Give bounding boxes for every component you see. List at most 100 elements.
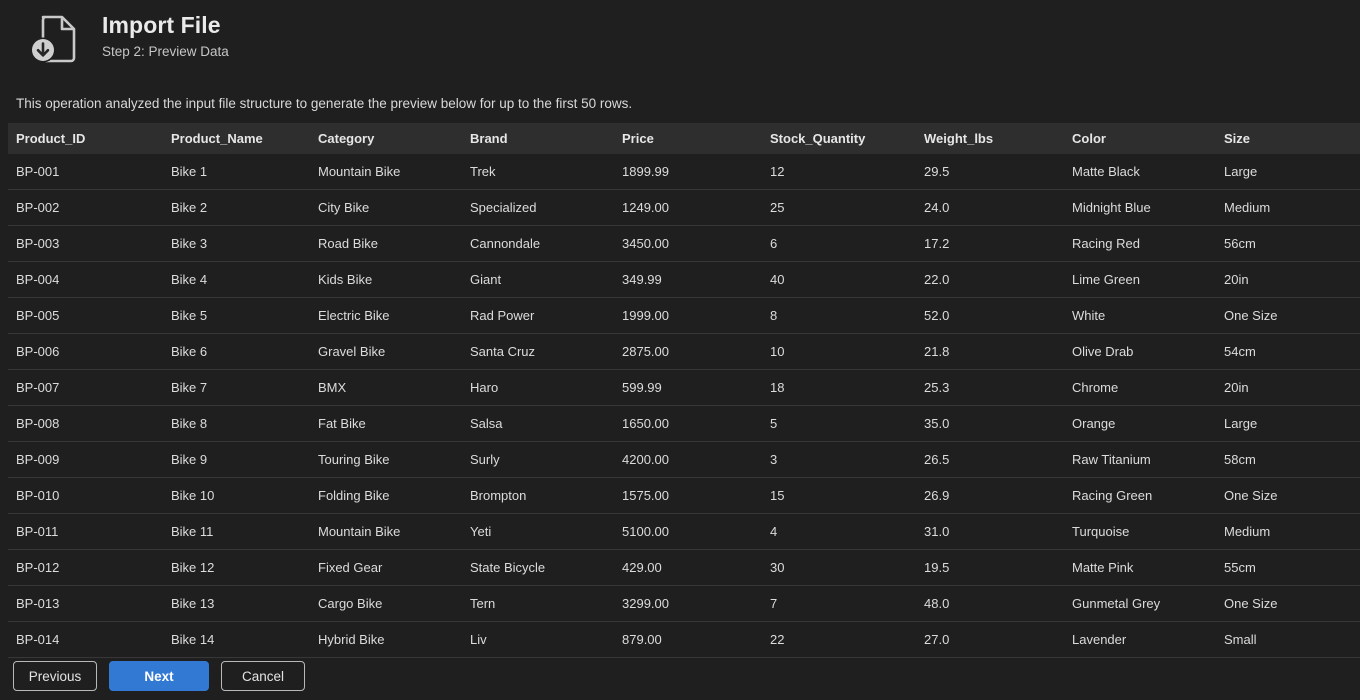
cell-rating: 4.8 (1356, 513, 1360, 550)
cell-product-name: Bike 7 (163, 369, 310, 406)
cell-category: Folding Bike (310, 477, 462, 514)
cell-size: 55cm (1216, 549, 1356, 586)
column-header-size[interactable]: Size (1224, 131, 1251, 146)
cell-brand: Surly (462, 441, 614, 478)
cell-product-name: Bike 10 (163, 477, 310, 514)
cell-size: 56cm (1216, 225, 1356, 262)
cell-color: Turquoise (1064, 513, 1216, 550)
column-header-stock-quantity[interactable]: Stock_Quantity (770, 131, 866, 146)
cell-brand: Giant (462, 261, 614, 298)
column-header-color[interactable]: Color (1072, 131, 1106, 146)
cell-brand: Cannondale (462, 225, 614, 262)
cell-rating: 4.2 (1356, 405, 1360, 442)
cell-price: 349.99 (614, 261, 762, 298)
cell-stock-quantity: 5 (762, 405, 916, 442)
cell-rating: 4.1 (1356, 549, 1360, 586)
table-header-row: Product_ID Product_Name Category Brand P… (8, 123, 1360, 154)
cell-weight-lbs: 21.8 (916, 333, 1064, 370)
cell-size: Medium (1216, 513, 1356, 550)
cell-price: 4200.00 (614, 441, 762, 478)
cell-color: Midnight Blue (1064, 189, 1216, 226)
table-row[interactable]: BP-011 Bike 11 Mountain Bike Yeti 5100.00 4 31… (8, 513, 1360, 550)
cell-category: Hybrid Bike (310, 621, 462, 658)
cell-size: Medium (1216, 189, 1356, 226)
cell-product-name: Bike 4 (163, 261, 310, 298)
cell-rating: 4.5 (1356, 189, 1360, 226)
cell-stock-quantity: 15 (762, 477, 916, 514)
cell-weight-lbs: 48.0 (916, 585, 1064, 622)
cell-product-id: BP-006 (8, 333, 163, 370)
cell-category: Road Bike (310, 225, 462, 262)
table-row[interactable]: BP-005 Bike 5 Electric Bike Rad Power 1999.0… (8, 297, 1360, 334)
cell-rating: 4.7 (1356, 154, 1360, 190)
cell-rating: 4.8 (1356, 333, 1360, 370)
cell-product-name: Bike 13 (163, 585, 310, 622)
column-header-product-name[interactable]: Product_Name (171, 131, 263, 146)
next-button[interactable]: Next (109, 661, 209, 691)
table-row[interactable]: BP-003 Bike 3 Road Bike Cannondale 3450.00 6 1… (8, 225, 1360, 262)
cell-size: One Size (1216, 477, 1356, 514)
table-header: Product_ID Product_Name Category Brand P… (8, 123, 1360, 154)
cell-stock-quantity: 10 (762, 333, 916, 370)
cell-size: 54cm (1216, 333, 1356, 370)
column-header-price[interactable]: Price (622, 131, 654, 146)
cell-weight-lbs: 26.5 (916, 441, 1064, 478)
cancel-button[interactable]: Cancel (221, 661, 305, 691)
table-row[interactable]: BP-009 Bike 9 Touring Bike Surly 4200.00 3 26.… (8, 441, 1360, 478)
cell-stock-quantity: 3 (762, 441, 916, 478)
cell-weight-lbs: 25.3 (916, 369, 1064, 406)
cell-product-id: BP-004 (8, 261, 163, 298)
cell-price: 3299.00 (614, 585, 762, 622)
table-row[interactable]: BP-012 Bike 12 Fixed Gear State Bicycle 429.… (8, 549, 1360, 586)
page-subtitle: Step 2: Preview Data (102, 44, 229, 59)
cell-rating: 4.9 (1356, 225, 1360, 262)
cell-brand: Santa Cruz (462, 333, 614, 370)
table-row[interactable]: BP-001 Bike 1 Mountain Bike Trek 1899.99 12 29… (8, 154, 1360, 190)
cell-price: 2875.00 (614, 333, 762, 370)
cell-category: Cargo Bike (310, 585, 462, 622)
cell-color: Racing Green (1064, 477, 1216, 514)
cell-weight-lbs: 27.0 (916, 621, 1064, 658)
cell-category: BMX (310, 369, 462, 406)
wizard-footer: Previous Next Cancel (13, 661, 305, 691)
file-download-icon (26, 11, 84, 69)
table-row[interactable]: BP-004 Bike 4 Kids Bike Giant 349.99 40 22.0 Li… (8, 261, 1360, 298)
cell-size: Large (1216, 405, 1356, 442)
column-header-rating[interactable]: Rating (1356, 123, 1360, 154)
cell-category: Fat Bike (310, 405, 462, 442)
cell-rating: 4.4 (1356, 369, 1360, 406)
table-row[interactable]: BP-013 Bike 13 Cargo Bike Tern 3299.00 7 48.0 G… (8, 585, 1360, 622)
table-row[interactable]: BP-008 Bike 8 Fat Bike Salsa 1650.00 5 35.0 Ora… (8, 405, 1360, 442)
cell-product-name: Bike 12 (163, 549, 310, 586)
cell-size: One Size (1216, 585, 1356, 622)
cell-stock-quantity: 12 (762, 154, 916, 190)
table-row[interactable]: BP-014 Bike 14 Hybrid Bike Liv 879.00 22 27.0 L… (8, 621, 1360, 658)
cell-weight-lbs: 19.5 (916, 549, 1064, 586)
cell-stock-quantity: 22 (762, 621, 916, 658)
cell-brand: State Bicycle (462, 549, 614, 586)
header-text-block: Import File Step 2: Preview Data (102, 9, 229, 61)
table-row[interactable]: BP-006 Bike 6 Gravel Bike Santa Cruz 2875.00… (8, 333, 1360, 370)
cell-color: Orange (1064, 405, 1216, 442)
cell-product-name: Bike 6 (163, 333, 310, 370)
cell-product-name: Bike 3 (163, 225, 310, 262)
cell-color: Olive Drab (1064, 333, 1216, 370)
cell-rating: 4.6 (1356, 477, 1360, 514)
cell-stock-quantity: 18 (762, 369, 916, 406)
column-header-weight-lbs[interactable]: Weight_lbs (924, 131, 994, 146)
column-header-brand[interactable]: Brand (470, 131, 508, 146)
previous-button[interactable]: Previous (13, 661, 97, 691)
cell-price: 879.00 (614, 621, 762, 658)
table-row[interactable]: BP-002 Bike 2 City Bike Specialized 1249.00 2… (8, 189, 1360, 226)
column-header-product-id[interactable]: Product_ID (16, 131, 86, 146)
cell-color: Raw Titanium (1064, 441, 1216, 478)
column-header-category[interactable]: Category (318, 131, 375, 146)
cell-product-id: BP-008 (8, 405, 163, 442)
cell-product-id: BP-009 (8, 441, 163, 478)
table-row[interactable]: BP-010 Bike 10 Folding Bike Brompton 1575.00… (8, 477, 1360, 514)
cell-price: 1650.00 (614, 405, 762, 442)
table-row[interactable]: BP-007 Bike 7 BMX Haro 599.99 18 25.3 Chrome 20i… (8, 369, 1360, 406)
cell-weight-lbs: 29.5 (916, 154, 1064, 190)
cell-product-id: BP-014 (8, 621, 163, 658)
